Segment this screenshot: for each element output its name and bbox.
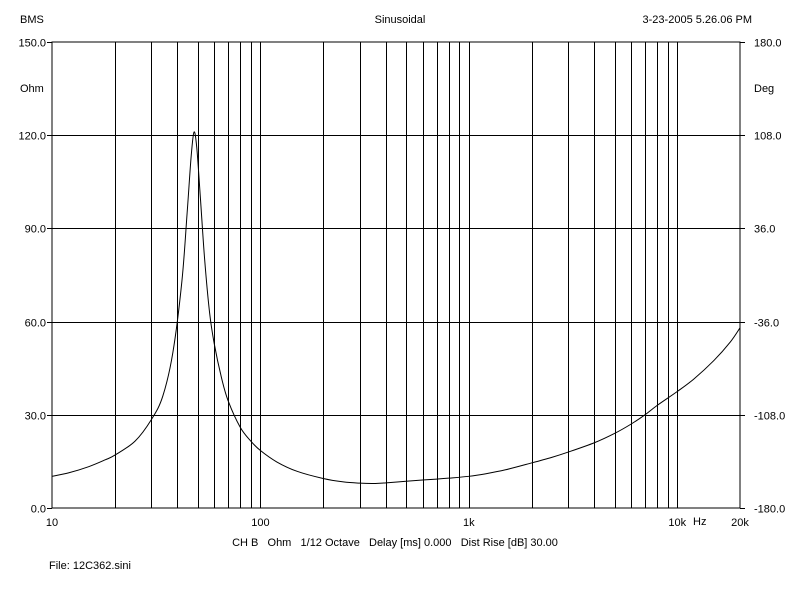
header-center-label: Sinusoidal <box>374 14 426 26</box>
y-right-tick-label: 36.0 <box>754 224 775 236</box>
x-tick-label: 1k <box>463 517 475 529</box>
header-left-label: BMS <box>20 14 44 26</box>
x-tick-label: 100 <box>251 517 269 529</box>
y-left-tick-label: 150.0 <box>18 38 46 50</box>
x-tick-label: 20k <box>731 517 749 529</box>
x-tick-label: 10 <box>46 517 58 529</box>
series-layer <box>51 131 741 484</box>
x-axis-unit: Hz <box>693 516 707 528</box>
y-right-tick-label: 108.0 <box>754 131 782 143</box>
y-right-tick-label: 180.0 <box>754 38 782 50</box>
plot-frame <box>51 41 741 509</box>
y-right-tick-label: -36.0 <box>754 318 779 330</box>
y-left-tick-label: 120.0 <box>18 131 46 143</box>
y-left-tick-label: 90.0 <box>25 224 46 236</box>
grid-layer <box>52 42 740 508</box>
file-name: File: 12C362.sini <box>49 560 131 572</box>
impedance-curve <box>51 131 741 484</box>
right-axis-unit: Deg <box>754 83 775 95</box>
y-right-tick-label: -108.0 <box>754 411 785 423</box>
axis-labels: 0.0 30.0 60.0 90.0 120.0 150.0 -180.0 -108.0 -36… <box>18 38 785 530</box>
y-left-tick-label: 60.0 <box>25 318 46 330</box>
x-tick-label: 10k <box>668 517 686 529</box>
measurement-settings: CH B Ohm 1/12 Octave Delay [ms] 0.000 Di… <box>232 537 558 549</box>
left-axis-unit: Ohm <box>20 83 44 95</box>
y-left-tick-label: 30.0 <box>25 411 46 423</box>
y-left-tick-label: 0.0 <box>31 504 46 516</box>
y-right-tick-label: -180.0 <box>754 504 785 516</box>
header-right-label: 3-23-2005 5.26.06 PM <box>642 14 752 26</box>
